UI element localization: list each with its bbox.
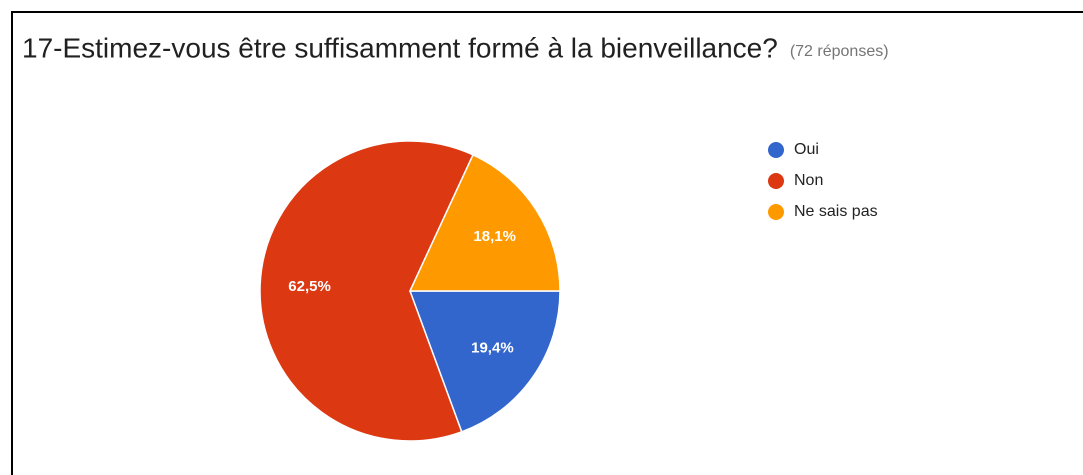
legend-label: Non xyxy=(794,172,823,189)
slice-label: 62,5% xyxy=(288,278,331,295)
slice-label: 18,1% xyxy=(473,228,516,245)
legend-label: Oui xyxy=(794,141,819,158)
legend-swatch xyxy=(768,173,784,189)
pie-slice xyxy=(408,153,561,292)
legend-swatch xyxy=(768,204,784,220)
legend-swatch xyxy=(768,142,784,158)
pie-slice xyxy=(259,140,475,442)
chart-subtitle: (72 réponses) xyxy=(790,43,889,60)
chart-title: 17-Estimez-vous être suffisamment formé … xyxy=(22,32,778,63)
pie-slice xyxy=(408,290,561,433)
slice-label: 19,4% xyxy=(471,339,514,356)
legend-label: Ne sais pas xyxy=(794,203,878,220)
